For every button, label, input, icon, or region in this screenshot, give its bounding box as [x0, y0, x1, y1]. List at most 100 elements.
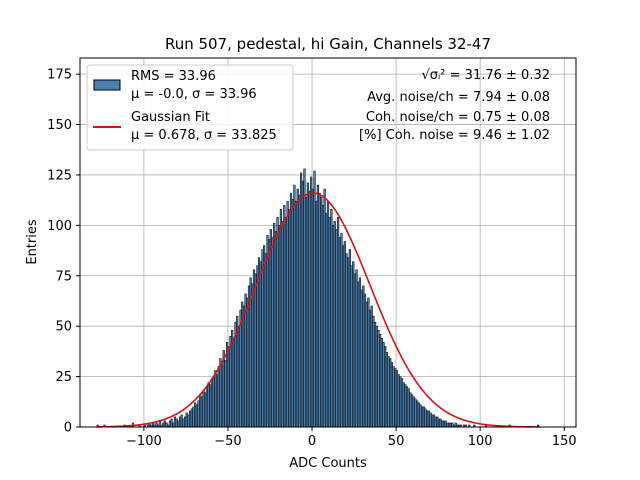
histogram-bar — [429, 412, 432, 428]
annotation-coh-noise: Coh. noise/ch = 0.75 ± 0.08 — [366, 110, 550, 125]
histogram-bar — [278, 225, 281, 428]
histogram-bar — [432, 414, 436, 428]
histogram-bar — [368, 309, 372, 428]
histogram-bar — [421, 406, 424, 428]
histogram-bar — [263, 245, 266, 428]
histogram-bar — [350, 265, 353, 428]
histogram-bar — [173, 416, 177, 428]
histogram-bar — [259, 261, 262, 428]
histogram-bar — [437, 418, 441, 428]
y-tick-label: 175 — [47, 68, 72, 83]
histogram-bar — [194, 402, 197, 428]
histogram-bar — [320, 196, 323, 428]
histogram-bar — [256, 265, 259, 428]
histogram-bar — [202, 390, 205, 428]
histogram-bar — [269, 229, 272, 428]
histogram-bar — [296, 188, 299, 428]
histogram-bar — [293, 184, 296, 428]
histogram-bar — [436, 416, 439, 428]
histogram-bar — [431, 414, 434, 428]
histogram-bar — [352, 261, 355, 428]
histogram-bar — [370, 305, 373, 428]
histogram-bar — [264, 253, 267, 428]
histogram-bar — [165, 422, 168, 428]
y-tick-label: 125 — [47, 168, 72, 183]
chart-title: Run 507, pedestal, hi Gain, Channels 32-… — [165, 35, 491, 53]
histogram-bar — [426, 410, 429, 428]
histogram-bar — [395, 370, 399, 428]
histogram-bar — [373, 321, 377, 428]
histogram-bar — [385, 352, 388, 428]
histogram-bar — [328, 217, 331, 428]
histogram-bar — [212, 376, 215, 428]
histogram-bar — [279, 208, 283, 428]
histogram-bar — [180, 414, 183, 428]
histogram-bar — [331, 225, 335, 428]
histogram-bar — [210, 378, 214, 428]
histogram-bar — [232, 338, 235, 428]
histogram-bar — [409, 392, 412, 428]
histogram-bar — [305, 196, 308, 428]
legend-fit-line-2: μ = 0.678, σ = 33.825 — [131, 128, 277, 143]
histogram-bar — [286, 200, 289, 428]
histogram-bar — [219, 358, 222, 428]
histogram-bar — [163, 420, 166, 428]
histogram-bar — [402, 382, 405, 428]
annotation-sigma-symbol: √σᵢ² — [421, 68, 445, 83]
histogram-bar — [229, 336, 232, 428]
histogram-bar — [170, 418, 173, 428]
histogram-bar — [390, 362, 393, 428]
histogram-bar — [357, 281, 360, 428]
histogram-bar — [419, 404, 422, 428]
histogram-bar — [274, 231, 277, 428]
histogram-bar — [224, 360, 227, 428]
histogram-bar — [427, 410, 430, 428]
histogram-bar — [348, 249, 351, 428]
histogram-bar — [308, 190, 311, 428]
y-tick-label: 75 — [55, 269, 72, 284]
legend-box — [86, 64, 294, 151]
histogram-bar — [333, 221, 336, 428]
histogram-bar — [313, 170, 316, 428]
histogram-bar — [326, 200, 330, 428]
histogram-bar — [266, 235, 269, 428]
legend-histogram-line-1: RMS = 33.96 — [131, 69, 216, 84]
histogram-bar — [345, 253, 348, 428]
histogram-bar — [281, 221, 284, 428]
histogram-bar — [335, 229, 338, 428]
histogram-bar — [315, 200, 318, 428]
histogram-bar — [340, 233, 343, 428]
histogram-bar — [311, 188, 314, 428]
histogram-bar — [185, 412, 188, 428]
histogram-bar — [338, 237, 341, 428]
histogram-bar — [355, 269, 358, 428]
histogram-bar — [257, 257, 261, 428]
legend-fit-line-1: Gaussian Fit — [131, 110, 210, 125]
histogram-bar — [190, 408, 193, 428]
histogram-bar — [200, 396, 203, 428]
annotation-coh-noise-percent: [%] Coh. noise = 9.46 ± 1.02 — [359, 128, 550, 143]
histogram-bar — [220, 364, 224, 428]
histogram-bar — [360, 289, 363, 428]
histogram-bar — [404, 384, 407, 428]
histogram-bar — [389, 358, 392, 428]
y-tick-label: 50 — [55, 320, 72, 335]
histogram-bar — [246, 297, 249, 428]
histogram-bar — [384, 346, 387, 428]
histogram-bar — [434, 416, 437, 428]
histogram-bar — [227, 346, 230, 428]
histogram-bar — [375, 325, 378, 428]
histogram-bar — [199, 394, 202, 428]
x-tick-label: 0 — [308, 434, 316, 449]
x-tick-label: 150 — [552, 434, 577, 449]
x-tick-label: 50 — [388, 434, 405, 449]
histogram-bar — [382, 342, 385, 428]
histogram-bar — [318, 192, 321, 428]
y-tick-label: 150 — [47, 118, 72, 133]
histogram-bar — [353, 273, 356, 428]
histogram-bar — [222, 350, 225, 428]
histogram-bar — [178, 416, 182, 428]
histogram-bar — [242, 305, 246, 428]
histogram-bar — [358, 277, 362, 428]
